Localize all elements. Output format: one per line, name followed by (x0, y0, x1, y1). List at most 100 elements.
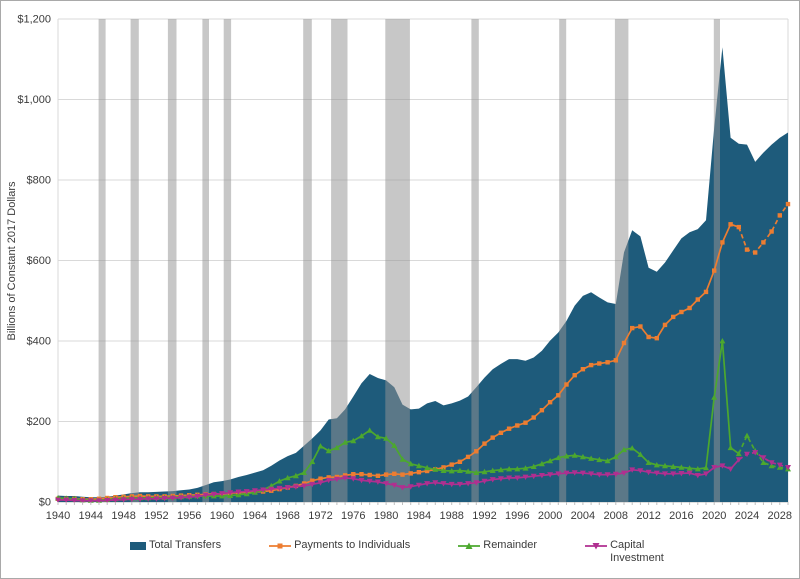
remainder-marker (317, 443, 324, 449)
payments-to-individuals-marker (416, 470, 422, 475)
remainder-marker (727, 444, 734, 451)
capital-investment-marker (235, 489, 242, 495)
x-tick-label: 1964 (243, 510, 267, 522)
capital-investment-marker (588, 471, 595, 477)
payments-to-individuals-marker (342, 473, 348, 478)
capital-investment-marker (563, 470, 570, 476)
capital-investment-marker (621, 470, 627, 476)
remainder-marker (579, 453, 586, 460)
payments-to-individuals-marker (326, 475, 331, 480)
x-tick-label: 1948 (111, 510, 135, 522)
capital-investment-marker (596, 472, 603, 478)
capital-investment-series (55, 450, 791, 504)
payments-to-individuals-marker (679, 309, 684, 315)
remainder-marker (662, 462, 668, 469)
capital-investment-marker-icon (585, 543, 608, 550)
capital-investment-marker (776, 462, 783, 468)
payments-to-individuals-marker (359, 472, 364, 477)
remainder-marker (653, 462, 660, 468)
payments-to-individuals-marker (367, 472, 372, 478)
recession-band (98, 19, 106, 502)
y-tick-label: $1,200 (17, 14, 51, 26)
capital-investment-marker (161, 496, 168, 502)
payments-to-individuals-marker (351, 472, 356, 477)
capital-investment-marker (456, 481, 463, 488)
x-tick-label: 2016 (669, 510, 693, 522)
recession-band (559, 19, 567, 502)
legend-label-remainder: Remainder (483, 539, 538, 551)
remainder-marker (604, 457, 611, 464)
x-tick-label: 1960 (210, 510, 234, 522)
payments-to-individuals-marker (449, 462, 454, 467)
recession-band (385, 19, 410, 502)
x-minor-ticks (57, 502, 789, 505)
capital-investment-marker (678, 471, 685, 477)
capital-investment-marker (530, 473, 537, 480)
capital-investment-marker (292, 484, 299, 490)
remainder-marker (621, 446, 627, 453)
remainder-marker (563, 453, 570, 459)
x-tick-label: 1996 (505, 510, 529, 522)
remainder-marker (703, 464, 709, 471)
capital-investment-marker (194, 494, 201, 500)
capital-investment-marker (440, 481, 447, 487)
capital-investment-marker (694, 473, 701, 479)
capital-investment-marker (366, 478, 373, 485)
payments-to-individuals-marker (687, 305, 692, 311)
payments-to-individuals-marker (515, 423, 520, 428)
x-tick-label: 2024 (735, 510, 759, 522)
payments-to-individuals-marker (712, 268, 717, 273)
capital-investment-marker (760, 455, 767, 461)
remainder-marker (760, 459, 767, 465)
capital-investment-marker (383, 481, 390, 487)
capital-investment-marker (629, 467, 636, 473)
payments-to-individuals-marker (531, 415, 536, 420)
recession-band (223, 19, 232, 502)
remainder-marker (522, 465, 529, 471)
remainder-marker (694, 466, 701, 472)
payments-to-individuals-marker (662, 322, 668, 328)
recession-band (331, 19, 348, 502)
capital-investment-marker (251, 488, 258, 494)
payments-to-individuals-marker (753, 250, 758, 255)
capital-investment-marker (202, 492, 209, 499)
remainder-marker (350, 437, 357, 444)
payments-to-individuals-marker (498, 430, 504, 435)
capital-investment-marker (506, 475, 513, 481)
payments-to-individuals-marker (556, 393, 561, 398)
remainder-marker (366, 427, 373, 433)
capital-investment-marker (415, 482, 422, 489)
capital-investment-marker (686, 470, 693, 476)
x-tick-label: 1980 (374, 510, 398, 522)
remainder-marker (301, 469, 308, 475)
remainder-marker (670, 463, 677, 469)
capital-investment-marker (547, 472, 554, 478)
capital-investment-marker (342, 475, 349, 481)
remainder-marker (391, 442, 398, 448)
recession-band (303, 19, 312, 502)
capital-investment-marker (276, 485, 283, 492)
payments-to-individuals-marker (605, 360, 610, 365)
capital-investment-marker (243, 489, 250, 495)
remainder-marker (588, 455, 595, 461)
payments-to-individuals-marker (720, 240, 725, 245)
legend-item-remainder: Remainder (458, 539, 537, 552)
payments-to-individuals-marker (474, 449, 479, 454)
capital-investment-marker (284, 485, 291, 491)
capital-investment-marker (711, 465, 718, 471)
capital-investment-marker (744, 451, 750, 458)
remainder-marker (571, 452, 578, 458)
capital-investment-marker (153, 496, 160, 502)
remainder-marker-icon (458, 542, 481, 549)
x-tick-label: 2000 (538, 510, 562, 522)
remainder-marker (497, 466, 504, 473)
x-tick-label: 2020 (702, 510, 726, 522)
capital-investment-marker (128, 496, 135, 503)
payments-to-individuals-marker (621, 340, 627, 346)
payments-to-individuals-marker (638, 324, 643, 329)
remainder-marker (456, 467, 463, 473)
y-tick-labels: $0 $200 $400 $600 $800 $1,000 $1,200 (17, 14, 51, 509)
y-tick-label: $800 (27, 175, 51, 187)
